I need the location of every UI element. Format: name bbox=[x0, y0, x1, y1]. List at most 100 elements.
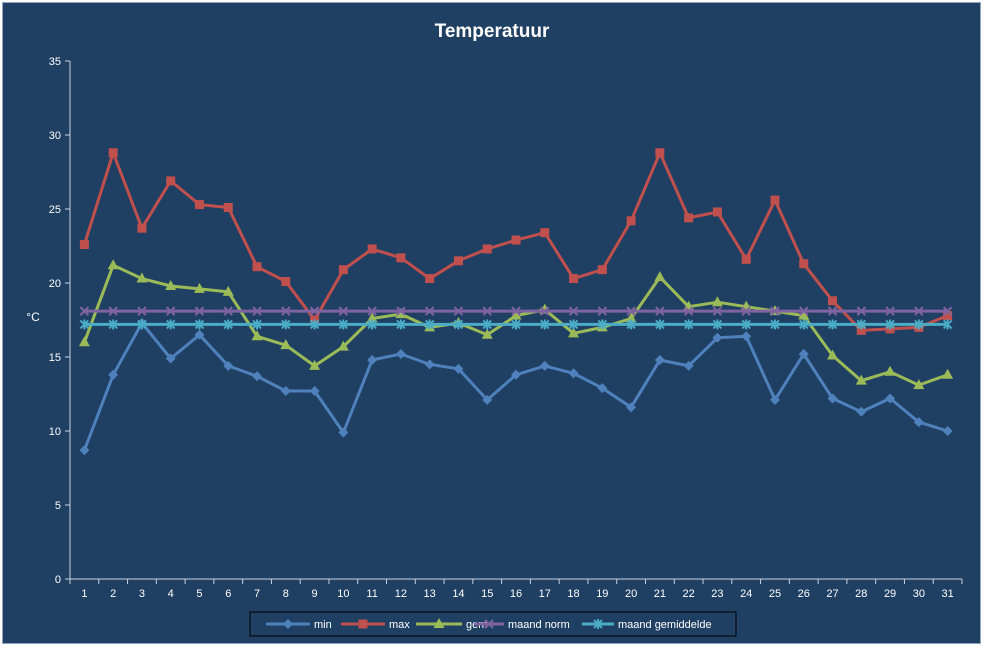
data-point-min bbox=[654, 354, 665, 365]
series-layer bbox=[78, 148, 954, 456]
data-point-gem bbox=[337, 340, 349, 351]
data-point-maand-gemiddelde bbox=[396, 319, 406, 330]
data-point-maand-gemiddelde bbox=[281, 319, 291, 330]
data-point-maand-gemiddelde bbox=[914, 319, 924, 330]
data-point-maand-norm bbox=[482, 306, 492, 316]
x-tick-label: 6 bbox=[225, 588, 231, 600]
data-point-maand-norm bbox=[568, 306, 579, 316]
legend-label: min bbox=[314, 619, 332, 631]
x-tick-label: 28 bbox=[855, 588, 867, 600]
data-point-maand-norm bbox=[856, 306, 866, 316]
x-tick-label: 16 bbox=[510, 588, 522, 600]
data-point-max bbox=[655, 148, 665, 158]
data-point-min bbox=[597, 383, 608, 394]
data-point-max bbox=[338, 265, 348, 275]
data-point-maand-gemiddelde bbox=[568, 319, 579, 330]
data-point-maand-norm bbox=[712, 306, 723, 316]
y-tick-label: 5 bbox=[55, 500, 61, 512]
x-tick-label: 2 bbox=[110, 588, 116, 600]
data-point-maand-norm bbox=[683, 306, 694, 316]
data-point-min bbox=[79, 445, 90, 456]
data-point-maand-norm bbox=[540, 306, 550, 316]
data-point-min bbox=[309, 386, 320, 397]
legend-swatch-marker bbox=[358, 619, 368, 629]
y-tick-label: 0 bbox=[55, 574, 61, 586]
data-point-gem bbox=[395, 308, 407, 319]
data-point-maand-norm bbox=[453, 306, 464, 316]
x-tick-label: 12 bbox=[395, 588, 407, 600]
data-point-maand-norm bbox=[914, 306, 924, 316]
x-tick-label: 20 bbox=[625, 588, 637, 600]
legend-label: maand gemiddelde bbox=[618, 619, 712, 631]
y-tick-label: 10 bbox=[49, 426, 61, 438]
data-point-min bbox=[367, 354, 378, 365]
series-maand-gemiddelde bbox=[79, 319, 953, 330]
x-tick-label: 25 bbox=[769, 588, 781, 600]
data-point-maand-norm bbox=[137, 306, 147, 316]
data-point-maand-norm bbox=[281, 306, 291, 316]
legend-swatch-marker bbox=[283, 619, 293, 629]
data-point-maand-gemiddelde bbox=[683, 319, 694, 330]
x-tick-label: 14 bbox=[452, 588, 464, 600]
data-point-max bbox=[770, 195, 780, 205]
data-point-maand-gemiddelde bbox=[79, 319, 90, 330]
x-tick-label: 10 bbox=[337, 588, 349, 600]
x-tick-label: 22 bbox=[683, 588, 695, 600]
legend-label: max bbox=[389, 619, 410, 631]
data-point-maand-norm bbox=[396, 306, 406, 316]
data-point-gem bbox=[165, 279, 177, 290]
data-point-gem bbox=[251, 330, 263, 341]
data-point-maand-gemiddelde bbox=[424, 319, 435, 330]
data-point-min bbox=[108, 369, 119, 380]
x-tick-label: 26 bbox=[798, 588, 810, 600]
data-point-maand-gemiddelde bbox=[252, 319, 262, 330]
x-tick-label: 1 bbox=[81, 588, 87, 600]
data-point-gem bbox=[568, 327, 580, 338]
data-point-max bbox=[712, 207, 722, 217]
data-point-min bbox=[252, 371, 263, 382]
legend-swatch-marker bbox=[593, 619, 603, 629]
data-point-maand-norm bbox=[741, 306, 751, 316]
data-point-maand-gemiddelde bbox=[453, 319, 464, 330]
data-point-maand-norm bbox=[79, 306, 90, 316]
legend-entry-maand-gemiddelde: maand gemiddelde bbox=[582, 619, 712, 631]
data-point-maand-norm bbox=[223, 306, 233, 316]
x-tick-label: 29 bbox=[884, 588, 896, 600]
data-point-maand-gemiddelde bbox=[856, 319, 866, 330]
data-point-max bbox=[540, 228, 550, 238]
data-point-gem bbox=[309, 359, 321, 370]
data-point-min bbox=[913, 417, 924, 428]
data-point-maand-gemiddelde bbox=[137, 319, 147, 330]
data-point-gem bbox=[798, 309, 810, 320]
x-tick-label: 13 bbox=[424, 588, 436, 600]
data-point-maand-norm bbox=[942, 306, 953, 316]
data-point-maand-norm bbox=[252, 306, 262, 316]
data-point-maand-gemiddelde bbox=[827, 319, 838, 330]
data-point-max bbox=[569, 274, 579, 284]
data-point-min bbox=[942, 426, 953, 436]
data-point-maand-norm bbox=[511, 306, 521, 316]
data-point-maand-gemiddelde bbox=[741, 319, 751, 330]
data-point-min bbox=[539, 360, 550, 371]
data-point-max bbox=[856, 325, 866, 335]
data-point-gem bbox=[366, 312, 378, 323]
data-point-maand-gemiddelde bbox=[655, 319, 665, 330]
data-point-gem bbox=[193, 282, 205, 293]
data-point-maand-gemiddelde bbox=[770, 319, 780, 330]
data-point-maand-norm bbox=[309, 306, 320, 316]
data-point-max bbox=[194, 200, 204, 210]
data-point-min bbox=[280, 386, 291, 397]
data-point-min bbox=[395, 349, 406, 360]
y-axis-label: °C bbox=[26, 310, 40, 324]
data-point-maand-gemiddelde bbox=[367, 319, 377, 330]
data-point-max bbox=[367, 244, 377, 254]
y-tick-label: 20 bbox=[49, 278, 61, 290]
x-tick-label: 4 bbox=[168, 588, 174, 600]
data-point-min bbox=[885, 393, 896, 404]
data-point-max bbox=[511, 235, 521, 245]
data-point-maand-gemiddelde bbox=[511, 319, 521, 330]
data-point-maand-gemiddelde bbox=[223, 319, 233, 330]
